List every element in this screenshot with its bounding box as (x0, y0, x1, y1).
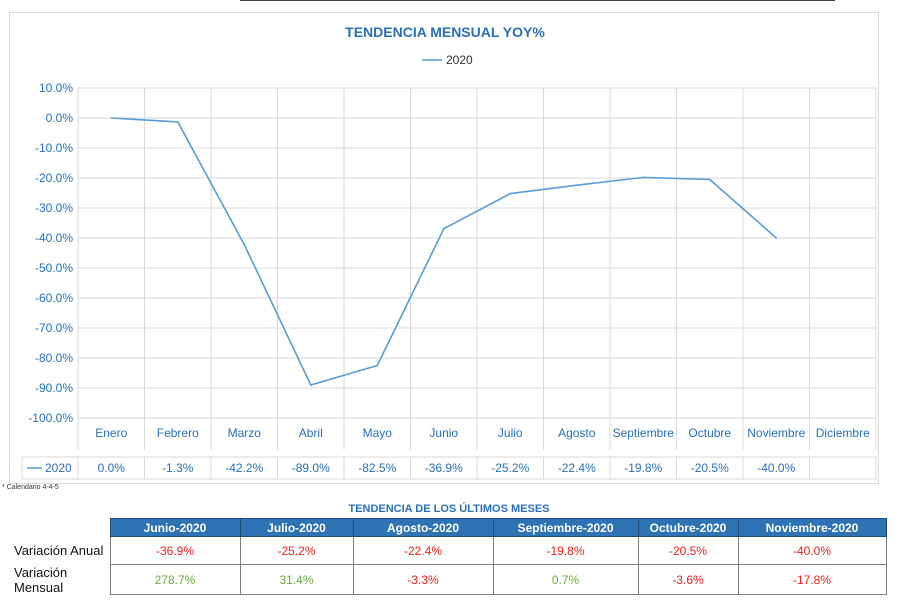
table-cell: -20.5% (637, 536, 739, 565)
x-tick-label: Mayo (363, 426, 393, 440)
y-tick-label: -30.0% (35, 201, 73, 215)
table-cell: -3.3% (352, 564, 494, 595)
y-tick-label: -60.0% (35, 291, 73, 305)
month-header: Julio-2020 (239, 518, 354, 537)
y-tick-label: -90.0% (35, 381, 73, 395)
data-point (110, 117, 113, 119)
month-header: Junio-2020 (109, 518, 241, 537)
data-label: -40.0% (757, 461, 795, 475)
data-label: -82.5% (358, 461, 396, 475)
top-rule (240, 0, 835, 1)
y-tick-label: -100.0% (28, 411, 73, 425)
y-tick-label: -70.0% (35, 321, 73, 335)
footnote: * Calendario 4-4-5 (2, 484, 59, 491)
y-tick-label: -80.0% (35, 351, 73, 365)
data-label: -1.3% (162, 461, 194, 475)
table-cell: -22.4% (352, 536, 494, 565)
data-point (376, 364, 379, 367)
chart-title: TENDENCIA MENSUAL YOY% (345, 24, 545, 40)
data-label: -89.0% (292, 461, 330, 475)
data-label: -19.8% (624, 461, 662, 475)
table-cell: -19.8% (492, 536, 639, 565)
data-point (708, 178, 711, 181)
x-tick-label: Junio (429, 426, 458, 440)
y-tick-label: -10.0% (35, 141, 73, 155)
x-tick-label: Agosto (558, 426, 596, 440)
table-cell: 278.7% (109, 564, 241, 595)
data-point (642, 176, 645, 179)
chart-frame: TENDENCIA MENSUAL YOY% 2020 10.0% 0.0% -10.0… (9, 12, 879, 484)
row-label: Variación Mensual (14, 564, 68, 595)
y-tick-label: -20.0% (35, 171, 73, 185)
y-tick-label: 0.0% (46, 111, 74, 125)
data-point (176, 121, 179, 123)
data-point (575, 184, 578, 186)
x-tick-label: Noviembre (747, 426, 805, 440)
summary-header-row: Junio-2020 Julio-2020 Agosto-2020 Septie… (0, 518, 887, 537)
month-header: Septiembre-2020 (492, 518, 639, 537)
y-tick-label: -40.0% (35, 231, 73, 245)
line-chart: TENDENCIA MENSUAL YOY% 2020 10.0% 0.0% -10.0… (21, 24, 877, 480)
data-point (442, 227, 445, 230)
table-cell: -36.9% (109, 536, 241, 565)
data-label: -25.2% (491, 461, 529, 475)
data-point (309, 384, 312, 386)
month-header: Noviembre-2020 (737, 518, 887, 537)
table-cell: 0.7% (492, 564, 639, 595)
header-blank (0, 519, 110, 537)
data-label: 0.0% (98, 461, 126, 475)
data-label: -22.4% (558, 461, 596, 475)
row-label: Variación Anual (14, 543, 104, 558)
data-point (243, 243, 246, 246)
summary-title: TENDENCIA DE LOS ÚLTIMOS MESES (348, 503, 550, 515)
legend-label: 2020 (446, 53, 473, 67)
data-label: -20.5% (691, 461, 729, 475)
x-tick-label: Septiembre (613, 426, 675, 440)
x-tick-label: Octubre (688, 426, 731, 440)
x-tick-label: Julio (498, 426, 523, 440)
data-label: -42.2% (225, 461, 263, 475)
data-label: -36.9% (425, 461, 463, 475)
data-table-series-name: 2020 (45, 461, 72, 475)
data-point (775, 237, 778, 239)
x-tick-label: Febrero (157, 426, 199, 440)
data-point (509, 192, 512, 195)
month-header: Agosto-2020 (352, 518, 494, 537)
table-cell: -25.2% (239, 536, 354, 565)
table-cell: 31.4% (239, 564, 354, 595)
x-tick-label: Marzo (228, 426, 262, 440)
table-cell: -3.6% (637, 564, 739, 595)
row-variacion-mensual: Variación Mensual 278.7% 31.4% -3.3% 0.7… (0, 564, 887, 595)
month-header: Octubre-2020 (637, 518, 739, 537)
x-tick-label: Enero (95, 426, 127, 440)
y-tick-label: 10.0% (39, 81, 73, 95)
y-tick-label: -50.0% (35, 261, 73, 275)
x-tick-label: Abril (299, 426, 323, 440)
summary-table: Junio-2020 Julio-2020 Agosto-2020 Septie… (0, 518, 887, 595)
x-tick-label: Diciembre (816, 426, 870, 440)
table-cell: -17.8% (737, 564, 887, 595)
row-variacion-anual: Variación Anual -36.9% -25.2% -22.4% -19… (0, 536, 887, 565)
table-cell: -40.0% (737, 536, 887, 565)
